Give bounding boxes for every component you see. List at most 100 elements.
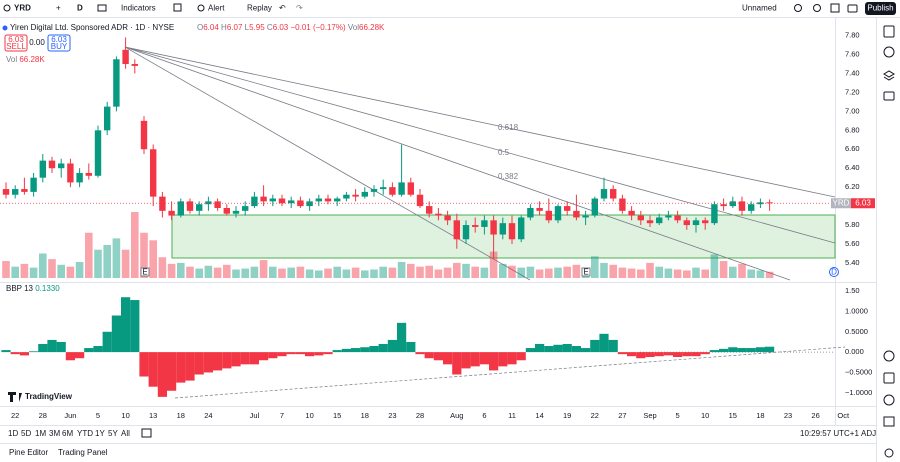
fullscreen-icon[interactable]	[830, 3, 840, 13]
y-tick-label: 6.20	[845, 182, 860, 191]
interval[interactable]: D	[77, 4, 83, 13]
histogram-bar	[185, 352, 195, 381]
range-button[interactable]: 1Y	[95, 429, 105, 438]
volume-bar	[140, 232, 148, 278]
settings-icon[interactable]	[813, 4, 821, 12]
fan-line[interactable]	[124, 46, 836, 198]
candle-body	[619, 198, 626, 211]
candle-body	[205, 201, 212, 205]
candle-body	[426, 206, 433, 214]
watchlist-icon[interactable]	[883, 25, 895, 38]
candle-body	[628, 210, 635, 216]
layers-icon[interactable]	[883, 70, 895, 81]
tab[interactable]: Trading Panel	[58, 448, 108, 457]
volume-bar	[517, 267, 525, 278]
ohlc-value: 6.07	[227, 23, 243, 32]
undo[interactable]: ↶	[279, 4, 286, 13]
range-button[interactable]: All	[121, 429, 130, 438]
sell-price[interactable]: 6.03	[8, 35, 24, 44]
snapshot-icon[interactable]	[847, 4, 858, 13]
histogram-bar	[84, 348, 94, 353]
range-button[interactable]: 5Y	[108, 429, 118, 438]
search-icon[interactable]	[3, 4, 11, 12]
layout-name[interactable]: Unnamed	[742, 4, 777, 13]
dividend-label[interactable]: D	[831, 268, 837, 277]
chat-icon[interactable]	[883, 91, 895, 101]
x-tick-label: Aug	[450, 411, 463, 420]
range-button[interactable]: YTD	[77, 429, 93, 438]
add-icon[interactable]: +	[56, 4, 61, 13]
histogram-bar	[111, 315, 121, 353]
volume-bar	[655, 266, 663, 278]
buy-price[interactable]: 6.03	[51, 35, 67, 44]
buy-label[interactable]: BUY	[51, 42, 68, 51]
histogram-bar	[56, 341, 66, 353]
range-box[interactable]	[171, 214, 836, 259]
range-button[interactable]: 3M	[49, 429, 60, 438]
earnings-label[interactable]: E	[583, 268, 588, 277]
ideas-icon[interactable]	[883, 394, 895, 406]
notes-icon[interactable]	[883, 416, 895, 427]
sell-button[interactable]	[4, 34, 28, 52]
alert-icon[interactable]	[197, 4, 205, 12]
indicators[interactable]: Indicators	[121, 4, 156, 13]
candle-body	[39, 160, 46, 178]
candle-body	[600, 189, 608, 199]
buy-button[interactable]	[47, 34, 71, 52]
publish-button[interactable]	[865, 2, 896, 15]
replay[interactable]: Replay	[247, 4, 272, 13]
publish[interactable]: Publish	[867, 4, 893, 13]
histogram-bar	[194, 352, 204, 375]
volume-bar	[729, 266, 737, 278]
volume-legend-label: Vol	[6, 55, 17, 64]
target-icon[interactable]	[883, 350, 895, 362]
quick-search[interactable]	[794, 4, 802, 12]
redo[interactable]: ↷	[296, 4, 303, 13]
clock: 10:29:57 UTC+1	[800, 429, 859, 438]
histogram-bar	[673, 352, 683, 357]
fib-level: 0.5	[498, 148, 510, 157]
y-tick-label: 5.60	[845, 239, 860, 248]
candle-body	[536, 208, 543, 211]
volume-bar	[591, 256, 599, 278]
range-button[interactable]: 6M	[62, 429, 73, 438]
candle-body	[407, 182, 414, 195]
fib-level: 0.382	[498, 172, 519, 181]
calendar-icon[interactable]	[883, 372, 895, 384]
volume-bar	[425, 265, 433, 278]
alert[interactable]: Alert	[208, 4, 225, 13]
fan-line[interactable]	[124, 46, 531, 281]
symbol[interactable]: YRD	[14, 4, 31, 13]
earnings-label[interactable]: E	[142, 268, 147, 277]
alerts-icon[interactable]	[883, 46, 895, 58]
range-button[interactable]: 1M	[35, 429, 46, 438]
help-icon[interactable]	[884, 448, 894, 458]
volume-bar	[526, 266, 535, 278]
fan-line[interactable]	[124, 46, 791, 281]
adjust[interactable]: ADJ	[861, 429, 876, 438]
chart-type-icon[interactable]	[97, 4, 107, 12]
toolbar: YRD + D Indicators Alert Replay ↶ ↷ Unna…	[0, 2, 900, 18]
range-button[interactable]: 1D	[8, 429, 18, 438]
histogram-bar	[433, 352, 443, 361]
histogram-bar	[608, 339, 618, 353]
volume-bar	[121, 249, 130, 278]
volume-bar	[710, 254, 719, 278]
volume-bar	[131, 212, 139, 278]
dividend-marker[interactable]	[829, 267, 839, 277]
earnings-marker[interactable]	[140, 267, 150, 277]
sell-label[interactable]: SELL	[6, 42, 26, 51]
earnings-marker[interactable]	[581, 267, 591, 277]
histogram-bar	[231, 352, 241, 367]
templates-icon[interactable]	[173, 3, 182, 12]
candle-body	[582, 215, 589, 218]
range-button[interactable]: 5D	[21, 429, 31, 438]
trend-line[interactable]	[174, 346, 846, 399]
date-range-icon[interactable]	[141, 428, 152, 438]
volume-bar	[11, 266, 19, 278]
tab[interactable]: Pine Editor	[9, 448, 48, 457]
volume-bar	[701, 269, 709, 278]
spread: 0.00	[29, 38, 45, 47]
x-tick-label: 28	[39, 411, 47, 420]
